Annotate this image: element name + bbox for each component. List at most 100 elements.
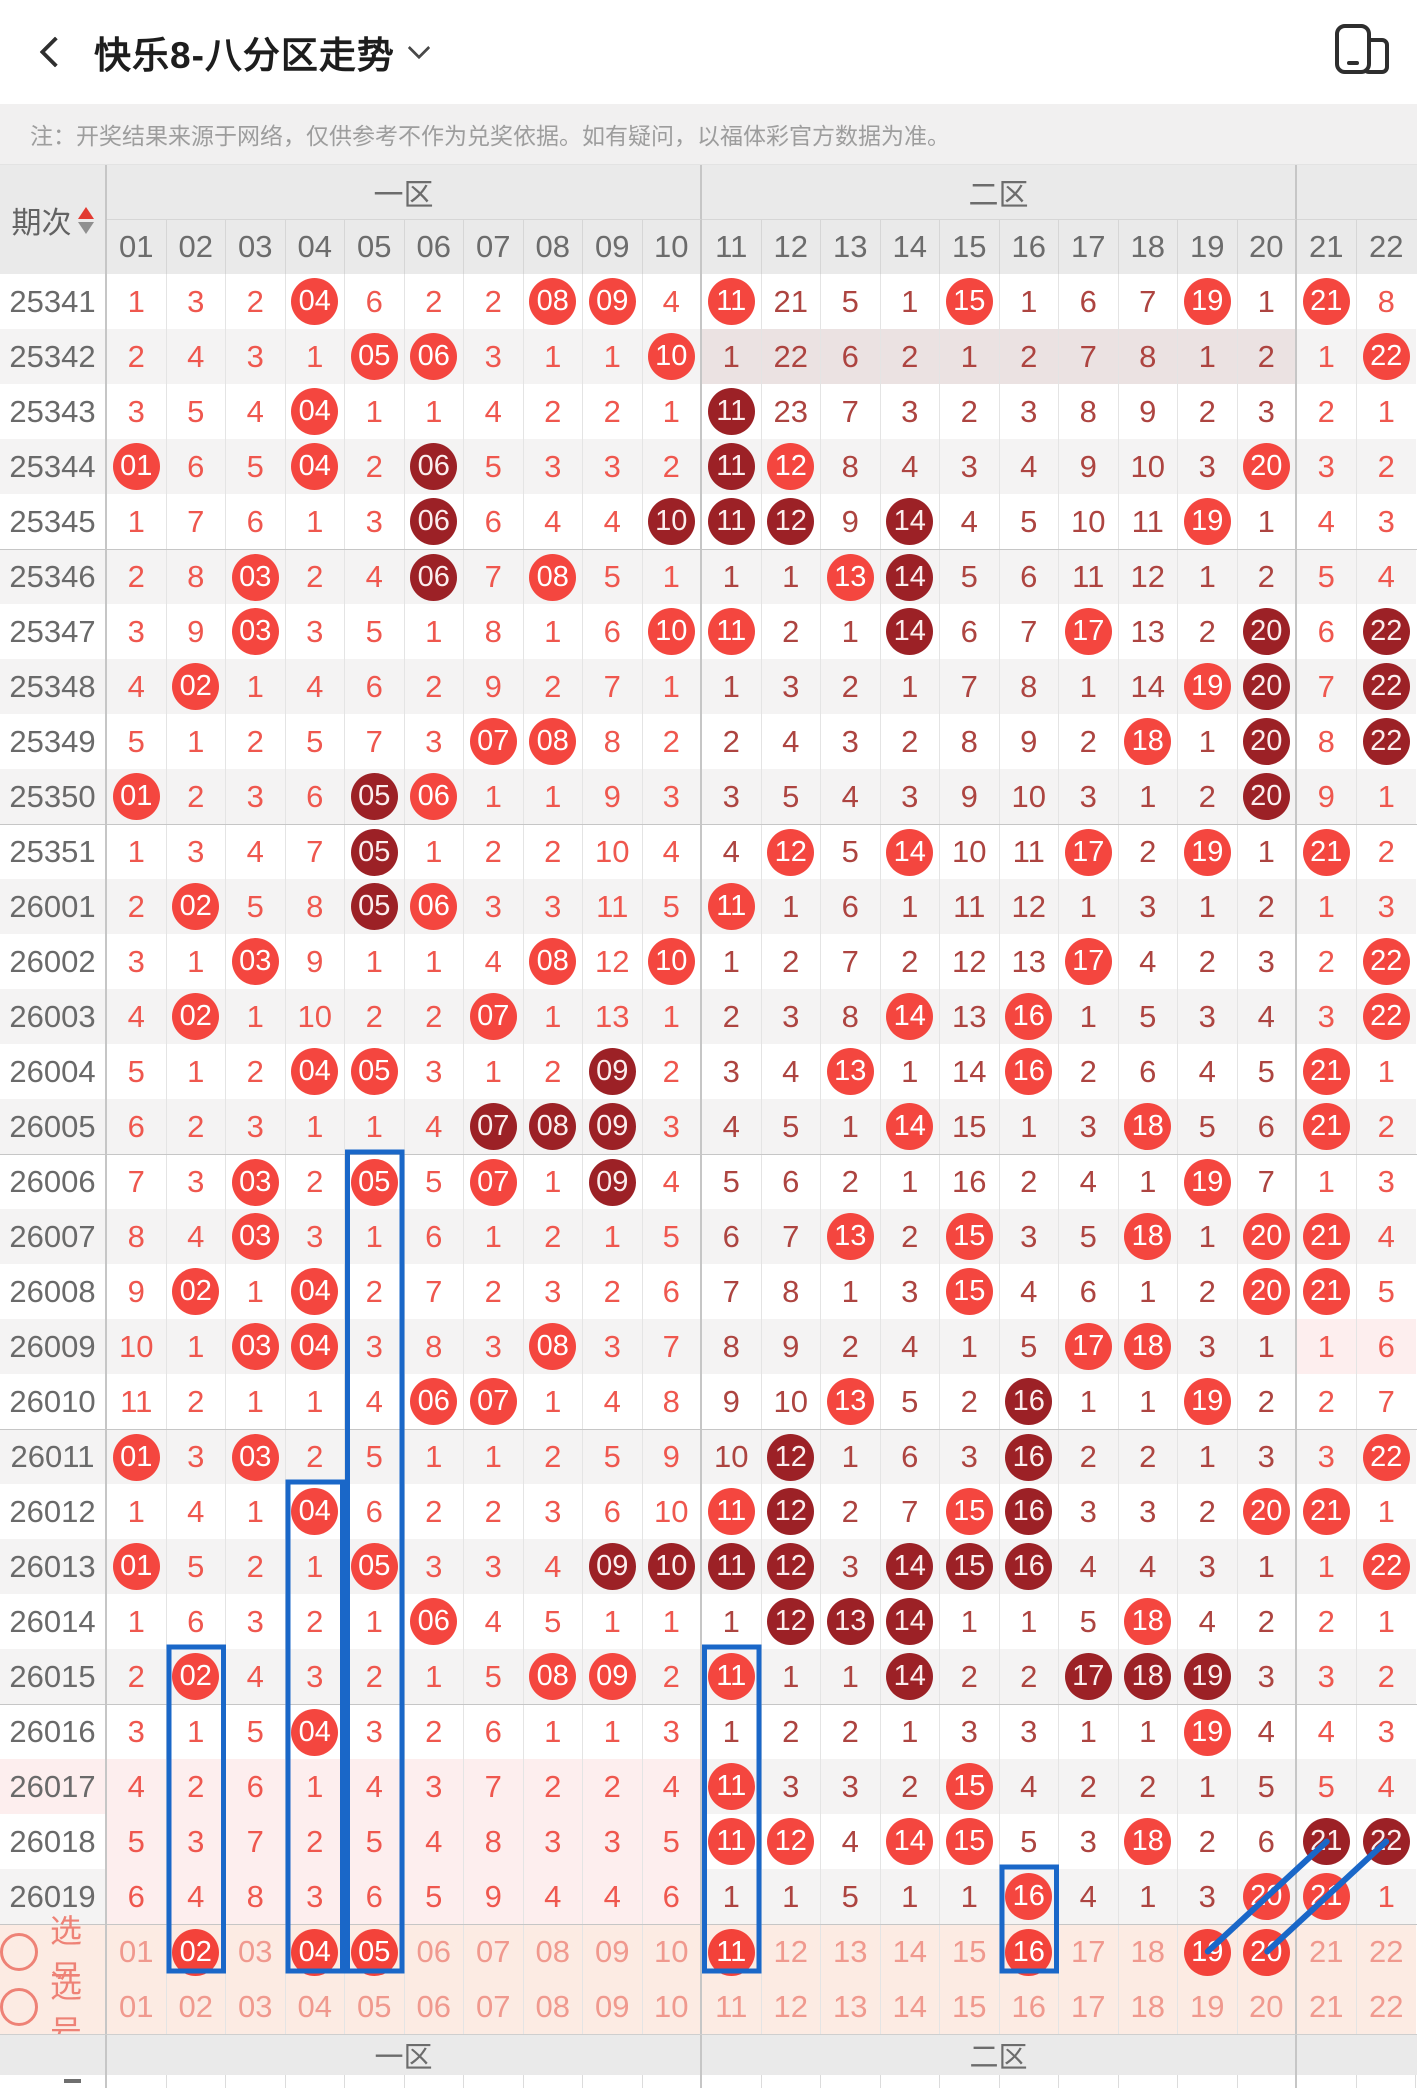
pick-number-cell[interactable]: 20 <box>1237 1979 1297 2034</box>
pick-number-cell[interactable]: 15 <box>940 1979 1000 2034</box>
pick-number-cell[interactable]: 01 <box>107 1925 167 1979</box>
omission-cell: 9 <box>166 604 226 659</box>
pick-number-cell[interactable]: 22 <box>1356 1925 1416 1979</box>
hit-ball: 17 <box>1064 1323 1112 1370</box>
pick-number-cell[interactable]: 09 <box>583 1979 643 2034</box>
pick-number-cell[interactable]: 11 <box>702 1979 762 2034</box>
omission-cell: 3 <box>1237 1649 1297 1704</box>
pick-number-cell[interactable]: 02 <box>166 1925 226 1979</box>
pick-number-cell[interactable]: 18 <box>1118 1979 1178 2034</box>
omission-cell: 9 <box>999 714 1059 769</box>
omission-cell: 1 <box>1237 1539 1297 1594</box>
repeat-hit-ball: 18 <box>1124 1653 1172 1700</box>
pick-number-cell[interactable]: 17 <box>1059 1925 1119 1979</box>
pick-number-cell[interactable]: 10 <box>642 1925 702 1979</box>
pick-number-cell[interactable]: 12 <box>761 1979 821 2034</box>
hit-ball: 09 <box>588 278 636 325</box>
number-cell: 18 <box>1118 714 1178 769</box>
pick-number-cell[interactable]: 04 <box>285 1979 345 2034</box>
pick-number-cell[interactable]: 19 <box>1178 1979 1238 2034</box>
title-dropdown[interactable]: 快乐8-八分区走势 <box>94 25 431 79</box>
pick-number-cell[interactable]: 10 <box>642 1979 702 2034</box>
hit-ball: 07 <box>469 1158 517 1206</box>
pick-number-cell[interactable]: 13 <box>821 1979 881 2034</box>
omission-cell: 6 <box>345 659 405 714</box>
back-button[interactable] <box>20 17 90 87</box>
pick-number-cell[interactable]: 20 <box>1237 1925 1297 1979</box>
omission-cell: 3 <box>107 604 167 659</box>
pick-number-cell[interactable]: 14 <box>880 1925 940 1979</box>
pick-number-cell[interactable]: 07 <box>464 1979 524 2034</box>
pick-number-cell[interactable]: 13 <box>821 1925 881 1979</box>
omission-cell: 2 <box>761 604 821 659</box>
hit-ball: 15 <box>945 1268 993 1315</box>
omission-cell: 2 <box>523 1430 583 1484</box>
omission-cell: 6 <box>880 1430 940 1484</box>
table-row-26014: 26014 1 6 3 2 1 06 4 5 1 1 1 12 13 14 1 1 5 18 4 2 2 1 <box>0 1594 1417 1649</box>
omission-cell: 1 <box>523 1374 583 1429</box>
omission-cell: 5 <box>1118 989 1178 1044</box>
pick-number-cell[interactable]: 16 <box>999 1925 1059 1979</box>
omission-cell: 1 <box>1118 1264 1178 1319</box>
pick-number-cell[interactable]: 08 <box>523 1925 583 1979</box>
pick-number-cell[interactable]: 17 <box>1059 1979 1119 2034</box>
omission-cell: 4 <box>464 1594 524 1649</box>
pick-number-cell[interactable]: 04 <box>285 1925 345 1979</box>
omission-cell: 2 <box>464 825 524 879</box>
pick-number-cell[interactable]: 05 <box>345 1979 405 2034</box>
period-sort-header[interactable]: 期次 <box>0 165 107 275</box>
omission-cell: 2 <box>226 1044 286 1099</box>
pick-number-cell[interactable]: 01 <box>107 1979 167 2034</box>
hit-ball: 08 <box>529 1323 577 1370</box>
pick-number-cell[interactable]: 08 <box>523 1979 583 2034</box>
number-cell: 22 <box>1356 1539 1416 1594</box>
pick-number-cell[interactable]: 03 <box>226 1979 286 2034</box>
hit-ball: 22 <box>1362 1543 1410 1590</box>
pick-number-cell[interactable]: 06 <box>404 1925 464 1979</box>
omission-cell: 4 <box>345 1759 405 1814</box>
omission-cell: 1 <box>523 989 583 1044</box>
omission-cell: 9 <box>1118 384 1178 439</box>
pick-radio-icon[interactable] <box>0 1933 38 1971</box>
omission-cell: 8 <box>642 1374 702 1429</box>
omission-cell: 1 <box>523 769 583 824</box>
hit-ball: 15 <box>945 1763 993 1810</box>
number-cell: 02 <box>166 659 226 714</box>
omission-cell: 2 <box>166 1099 226 1154</box>
pick-number-cell[interactable]: 11 <box>702 1925 762 1979</box>
omission-cell: 8 <box>285 879 345 934</box>
number-cell: 18 <box>1118 1319 1178 1374</box>
pick-number-cell[interactable]: 21 <box>1297 1979 1357 2034</box>
omission-cell: 1 <box>166 714 226 769</box>
hit-ball: 08 <box>529 1653 577 1700</box>
pick-number-cell[interactable]: 19 <box>1178 1925 1238 1979</box>
pick-number-cell[interactable]: 09 <box>583 1925 643 1979</box>
omission-cell: 10 <box>1118 439 1178 494</box>
pick-number-cell[interactable]: 05 <box>345 1925 405 1979</box>
number-cell: 11 <box>702 604 762 659</box>
omission-cell: 2 <box>285 1814 345 1869</box>
number-cell: 15 <box>940 1539 1000 1594</box>
pick-number-cell[interactable]: 12 <box>761 1925 821 1979</box>
omission-cell: 3 <box>166 274 226 329</box>
number-cell: 15 <box>940 1759 1000 1814</box>
number-cell: 12 <box>761 1814 821 1869</box>
pick-number-cell[interactable]: 07 <box>464 1925 524 1979</box>
pick-number-cell[interactable]: 21 <box>1297 1925 1357 1979</box>
window-switch-button[interactable] <box>1335 24 1389 74</box>
pick-number-cell[interactable]: 15 <box>940 1925 1000 1979</box>
omission-cell: 9 <box>821 494 881 549</box>
pick-number-cell[interactable]: 02 <box>166 1979 226 2034</box>
omission-cell: 8 <box>464 1814 524 1869</box>
number-cell: 19 <box>1178 1705 1238 1759</box>
pick-number-cell[interactable]: 18 <box>1118 1925 1178 1979</box>
pick-radio-icon[interactable] <box>0 1987 38 2026</box>
table-row-26017: 26017 4 2 6 1 4 3 7 2 2 4 11 3 3 2 15 4 2 2 1 5 5 4 <box>0 1759 1417 1814</box>
hit-ball: 12 <box>767 828 815 876</box>
pick-number-cell[interactable]: 22 <box>1356 1979 1416 2034</box>
selected-pick-ball: 11 <box>707 1928 755 1976</box>
pick-number-cell[interactable]: 16 <box>999 1979 1059 2034</box>
pick-number-cell[interactable]: 03 <box>226 1925 286 1979</box>
pick-number-cell[interactable]: 14 <box>880 1979 940 2034</box>
pick-number-cell[interactable]: 06 <box>404 1979 464 2034</box>
